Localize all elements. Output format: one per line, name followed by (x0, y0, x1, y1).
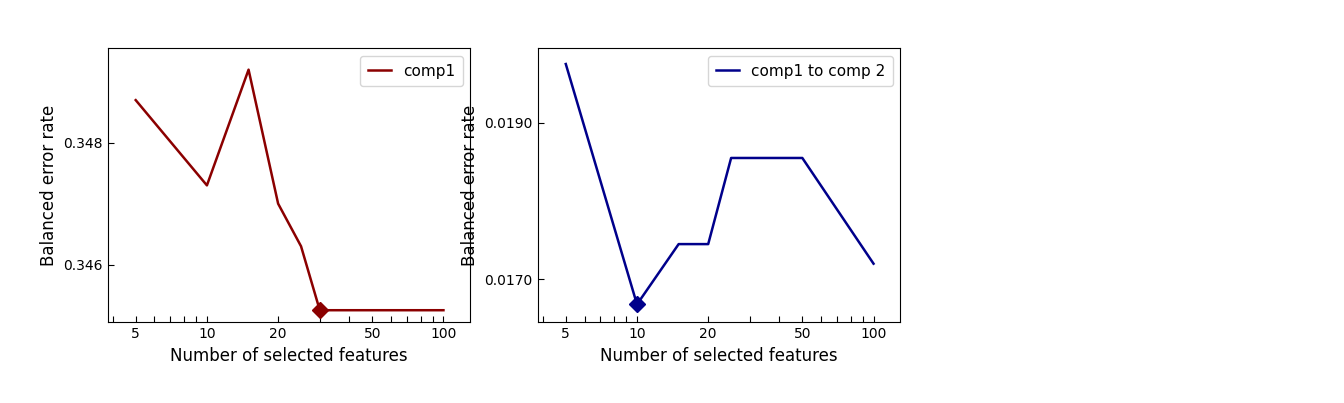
X-axis label: Number of selected features: Number of selected features (171, 347, 407, 365)
Legend: comp1: comp1 (360, 56, 462, 86)
Y-axis label: Balanced error rate: Balanced error rate (461, 105, 478, 266)
Y-axis label: Balanced error rate: Balanced error rate (39, 105, 58, 266)
X-axis label: Number of selected features: Number of selected features (601, 347, 837, 365)
Legend: comp1 to comp 2: comp1 to comp 2 (708, 56, 892, 86)
